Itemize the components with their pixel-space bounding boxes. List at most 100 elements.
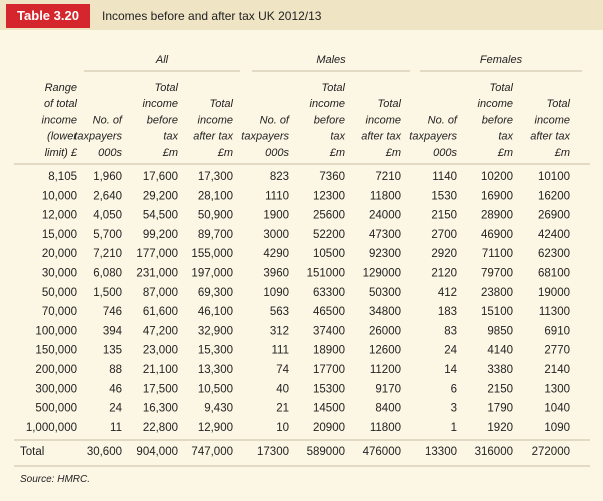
cell: 6 <box>451 383 457 395</box>
cell: 394 <box>103 325 123 337</box>
cell: 22,800 <box>143 422 178 434</box>
cell: 63300 <box>313 287 345 299</box>
cell: 1040 <box>544 403 570 415</box>
cell: 2140 <box>544 364 570 376</box>
cell: 24 <box>109 403 122 415</box>
total-cell: 30,600 <box>87 446 122 458</box>
cell: 9,430 <box>204 403 233 415</box>
header-title: Incomes before and after tax UK 2012/13 <box>102 9 322 23</box>
column-header: after tax <box>193 131 233 143</box>
column-header: income <box>535 114 570 126</box>
cell: 4290 <box>263 248 289 260</box>
cell: 1,960 <box>93 171 122 183</box>
column-header: Total <box>210 98 234 110</box>
column-header: £m <box>162 147 178 159</box>
column-header: Total <box>155 82 179 94</box>
column-header: before <box>482 114 513 126</box>
column-header: income <box>42 114 77 126</box>
column-header: Total <box>490 82 514 94</box>
cell: 50300 <box>369 287 401 299</box>
cell: 40 <box>276 383 289 395</box>
cell: 18900 <box>313 345 345 357</box>
cell: 9850 <box>487 325 513 337</box>
header-bar <box>0 0 603 30</box>
cell: 15,300 <box>198 345 233 357</box>
total-cell: 476000 <box>363 446 401 458</box>
cell: 1,500 <box>93 287 122 299</box>
column-header: taxpayers <box>241 131 289 143</box>
cell: 74 <box>276 364 289 376</box>
cell: 47,200 <box>143 325 178 337</box>
cell: 88 <box>109 364 122 376</box>
column-header: income <box>143 98 178 110</box>
group-header: All <box>155 54 169 66</box>
cell: 19000 <box>538 287 570 299</box>
cell: 100,000 <box>35 325 77 337</box>
cell: 150,000 <box>35 345 77 357</box>
column-header: Range <box>45 82 77 94</box>
cell: 3 <box>451 403 457 415</box>
cell: 155,000 <box>191 248 233 260</box>
cell: 79700 <box>481 268 513 280</box>
column-header: taxpayers <box>74 131 122 143</box>
cell: 200,000 <box>35 364 77 376</box>
cell: 151000 <box>307 268 345 280</box>
cell: 16,300 <box>143 403 178 415</box>
column-header: No. of <box>93 114 123 126</box>
column-header: (lower <box>47 131 78 143</box>
cell: 500,000 <box>35 403 77 415</box>
cell: 2150 <box>487 383 513 395</box>
cell: 17700 <box>313 364 345 376</box>
cell: 54,500 <box>143 210 178 222</box>
cell: 111 <box>272 345 289 357</box>
cell: 21,100 <box>143 364 178 376</box>
cell: 16200 <box>538 190 570 202</box>
cell: 46,100 <box>198 306 233 318</box>
cell: 89,700 <box>198 229 233 241</box>
cell: 412 <box>438 287 457 299</box>
cell: 129000 <box>363 268 401 280</box>
header-label-box <box>6 4 90 28</box>
column-header: before <box>147 114 178 126</box>
cell: 34800 <box>369 306 401 318</box>
cell: 10,000 <box>42 190 77 202</box>
cell: 9170 <box>375 383 401 395</box>
cell: 1140 <box>432 171 457 183</box>
cell: 70,000 <box>42 306 77 318</box>
column-header: before <box>314 114 345 126</box>
cell: 3000 <box>263 229 289 241</box>
cell: 24 <box>444 345 457 357</box>
cell: 68100 <box>538 268 570 280</box>
cell: 1,000,000 <box>26 422 77 434</box>
cell: 300,000 <box>35 383 77 395</box>
cell: 15300 <box>313 383 345 395</box>
column-header: No. of <box>428 114 458 126</box>
cell: 1 <box>451 422 457 434</box>
cell: 26000 <box>369 325 401 337</box>
column-header: taxpayers <box>409 131 457 143</box>
cell: 1300 <box>544 383 570 395</box>
cell: 12300 <box>313 190 345 202</box>
cell: 21 <box>276 403 289 415</box>
cell: 1790 <box>487 403 513 415</box>
cell: 83 <box>444 325 457 337</box>
cell: 23,000 <box>143 345 178 357</box>
total-cell: 13300 <box>425 446 457 458</box>
cell: 2700 <box>431 229 457 241</box>
column-header: 000s <box>265 147 289 159</box>
column-header: tax <box>498 131 513 143</box>
cell: 563 <box>270 306 289 318</box>
cell: 312 <box>270 325 289 337</box>
total-cell: Total <box>20 446 44 458</box>
cell: 15,000 <box>42 229 77 241</box>
total-cell: 747,000 <box>191 446 233 458</box>
cell: 1090 <box>544 422 570 434</box>
column-header: tax <box>330 131 345 143</box>
cell: 8400 <box>375 403 401 415</box>
group-header: Females <box>480 54 523 66</box>
cell: 20900 <box>313 422 345 434</box>
column-header: Total <box>547 98 571 110</box>
column-header: income <box>478 98 513 110</box>
